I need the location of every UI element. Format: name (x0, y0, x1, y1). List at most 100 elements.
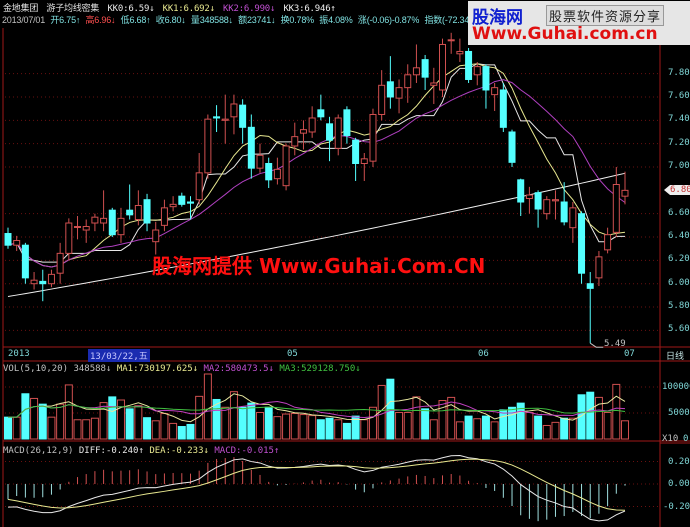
date-axis-05: 05 (287, 349, 298, 359)
volume-bar (12, 416, 21, 440)
watermark-text: 股海网提供 Www.Guhai.Com.CN (152, 254, 486, 278)
candle-body (4, 233, 12, 246)
volume-bar (73, 419, 82, 440)
volume-axis-multiplier: X10 (662, 434, 679, 444)
candle-body (265, 162, 273, 181)
volume-bar (508, 406, 517, 440)
candle-body (473, 66, 481, 76)
price-axis-label: 7.60 (668, 90, 690, 101)
volume-bar (403, 411, 412, 440)
candle-body (560, 201, 568, 223)
volume-bar (412, 396, 421, 440)
date-axis-2013: 2013 (8, 349, 30, 359)
volume-bar (195, 395, 204, 440)
candle-body (108, 209, 116, 236)
candle-body (152, 229, 160, 243)
site-banner[interactable]: 股海网 股票软件资源分享 Www.Guhai.com.cn (468, 1, 690, 45)
volume-bar (525, 411, 534, 440)
volume-bar (290, 413, 299, 440)
candle-body (578, 213, 586, 274)
candle-body (456, 50, 464, 55)
banner-url[interactable]: Www.Guhai.com.cn (472, 24, 658, 44)
quote-amount: 额23741↓ (238, 15, 276, 25)
candle-body (430, 82, 438, 86)
candle-body (213, 116, 221, 119)
volume-bar (221, 406, 230, 440)
volume-ma3-line (8, 404, 626, 418)
volume-bar (603, 411, 612, 440)
quote-close: 收6.80↓ (155, 15, 186, 25)
volume-bar (90, 417, 99, 440)
kk0-series-line (7, 63, 625, 263)
volume-bar (612, 383, 621, 440)
price-axis-label: 5.60 (668, 324, 690, 335)
volume-bar (125, 408, 134, 440)
quote-open: 开6.75↑ (50, 15, 81, 25)
volume-bar (21, 393, 30, 440)
volume-bar (395, 411, 404, 440)
candle-body (586, 283, 594, 289)
candle-body (39, 280, 47, 285)
volume-bar (325, 417, 334, 440)
volume-ma1: MA1:730197.625↓ (116, 364, 199, 374)
volume-bar (464, 415, 473, 440)
diff-line (7, 454, 626, 522)
volume-bar (247, 402, 256, 440)
volume-bar (586, 391, 595, 440)
volume-bar (308, 415, 317, 440)
candle-body (334, 117, 342, 149)
candle-body (369, 113, 377, 162)
candle-body (160, 207, 168, 226)
macd-axis-pos: 0.20 (668, 457, 690, 467)
quote-index: 指数(-72.34) (424, 15, 472, 25)
volume-axis-100000: 100000 (662, 382, 690, 392)
kk1-series-line (7, 63, 626, 268)
quote-amplitude: 振4.08% (319, 15, 353, 25)
kk1-value: KK1:6.692↓ (162, 4, 215, 14)
candle-body (100, 217, 108, 224)
price-axis-label: 6.20 (668, 254, 690, 265)
volume-bar (490, 421, 499, 440)
volume-axis-0: 0 (683, 434, 689, 444)
macd-axis-zero: 0.00 (668, 479, 690, 489)
candle-body (282, 145, 290, 187)
macd-diff: DIFF:-0.240↑ (78, 446, 144, 456)
volume-bar (186, 423, 195, 440)
volume-bar (481, 415, 490, 440)
volume-axis-50000: 50000 (668, 408, 690, 418)
volume-bar (542, 424, 551, 440)
volume-ma3: MA3:529128.750↓ (279, 364, 361, 374)
price-axis-label: 6.40 (668, 231, 690, 242)
volume-bar (386, 378, 395, 440)
volume-bar (473, 418, 482, 440)
candle-body (517, 179, 525, 203)
volume-title: VOL(5,10,20) (3, 364, 69, 374)
volume-bars (4, 373, 629, 440)
quote-turnover: 换0.78% (280, 15, 315, 25)
volume-bar (551, 421, 560, 440)
candle-body (247, 126, 255, 169)
candle-body (543, 199, 551, 215)
period-label[interactable]: 日线 (666, 352, 685, 362)
dea-line (7, 458, 626, 511)
candle-body (439, 43, 446, 91)
volume-bar (447, 396, 456, 440)
candle-body (134, 205, 142, 221)
price-axis-label: 7.20 (668, 137, 690, 148)
volume-bar (273, 416, 282, 440)
price-axis-label: 7.40 (668, 114, 690, 125)
price-axis-label: 7.80 (668, 67, 690, 78)
candle-body (465, 50, 473, 80)
macd-header: MACD(26,12,9) DIFF:-0.240↑ DEA:-0.233↓ M… (3, 446, 279, 456)
candle-body (204, 118, 212, 174)
volume-bar (568, 417, 577, 440)
volume-ma-lines (8, 393, 626, 423)
volume-bar (177, 426, 186, 440)
volume-bar (143, 417, 152, 440)
candle-body (404, 74, 412, 89)
volume-bar (82, 419, 91, 440)
kk3-value: KK3:6.946↑ (283, 4, 336, 14)
candle-body (569, 207, 577, 229)
banner-logo: 股海网 (472, 8, 523, 28)
